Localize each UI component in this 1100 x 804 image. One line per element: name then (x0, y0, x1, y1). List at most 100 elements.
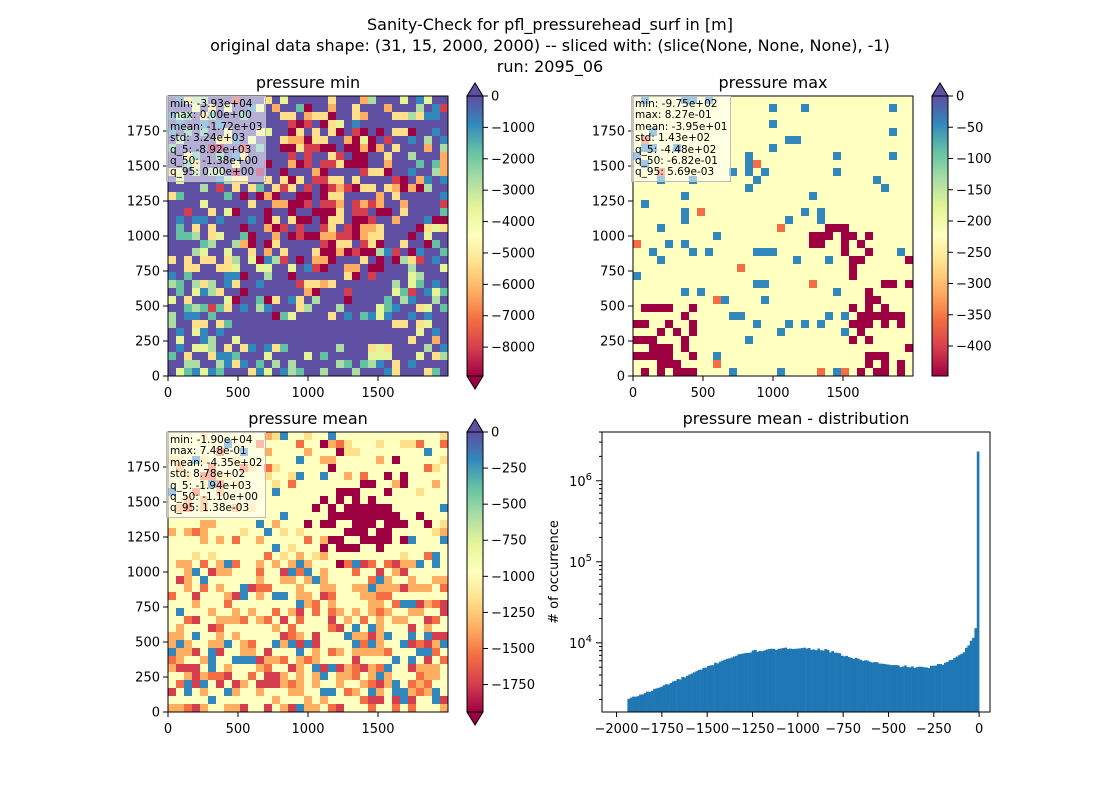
histogram-bar (960, 653, 964, 712)
histogram-bar (758, 650, 762, 712)
suptitle-line-1: Sanity-Check for pfl_pressurehead_surf i… (367, 15, 733, 35)
y-tick-label: 0 (617, 370, 625, 385)
histogram-bar (833, 652, 837, 712)
histogram-bar (868, 661, 872, 712)
stats-line: q_95: 5.69e-03 (635, 166, 715, 179)
histogram-bar (864, 660, 867, 712)
histogram-bar (824, 649, 828, 712)
stats-box: min: -9.75e+02 max: 8.27e-01 mean: -3.95e+… (631, 96, 732, 182)
histogram-bar (861, 660, 865, 712)
histogram-bar (967, 645, 971, 712)
x-tick-label: 500 (226, 722, 251, 737)
histogram-bar (918, 666, 921, 712)
histogram-bar (976, 451, 980, 712)
y-tick-label: 1750 (127, 461, 160, 476)
histogram-bar (714, 662, 717, 712)
histogram-bar (805, 648, 809, 712)
histogram-bar (704, 667, 708, 712)
colorbar-tick-label: −1250 (491, 606, 535, 621)
histogram-bar (897, 665, 900, 712)
histogram-bar (735, 655, 738, 712)
histogram-bar (786, 649, 790, 712)
histogram-bar (636, 696, 640, 712)
histogram-bar (871, 662, 874, 712)
histogram-bar (941, 664, 945, 712)
histogram-bar (934, 665, 938, 712)
plot-frame (601, 431, 991, 713)
histogram-bar (843, 656, 846, 712)
x-tick-label: −2000 (595, 722, 639, 737)
histogram-bar (857, 658, 860, 712)
histogram-bar (775, 650, 778, 712)
histogram-bar (693, 672, 696, 712)
histogram-bar (749, 652, 752, 712)
y-tick-label: 105 (569, 553, 592, 571)
histogram-bar (962, 652, 966, 712)
histogram-bar (892, 665, 896, 712)
colorbar-extend-max (931, 82, 949, 97)
x-tick-label: −1250 (730, 722, 774, 737)
y-tick-label: 1000 (592, 230, 625, 245)
histogram-bar (925, 667, 928, 712)
stats-line: mean: -4.35e+02 (170, 456, 263, 469)
histogram-bar (915, 667, 919, 712)
histogram-bar (732, 656, 736, 712)
stats-line: min: -9.75e+02 (635, 98, 718, 110)
x-tick-label: 1000 (756, 386, 789, 401)
histogram-bar (765, 649, 769, 712)
y-tick-label: 1750 (592, 125, 625, 140)
x-tick-label: −500 (871, 722, 907, 737)
colorbar-tick-label: −400 (956, 340, 992, 355)
histogram-bar (634, 696, 638, 712)
x-tick-label: 0 (975, 722, 983, 737)
x-tick-label: 500 (226, 386, 251, 401)
panel-title: pressure max (718, 73, 827, 92)
histogram-bar (800, 648, 804, 712)
y-tick-label: 106 (569, 472, 592, 490)
y-tick-label: 250 (600, 335, 625, 350)
colorbar-tick-label: −250 (491, 462, 527, 477)
colorbar-tick-label: −2000 (491, 152, 535, 167)
histogram-bar (904, 665, 907, 712)
histogram-bar (845, 655, 849, 712)
histogram-bar (836, 652, 839, 712)
histogram-bar (920, 666, 924, 712)
x-tick-label: −1750 (640, 722, 684, 737)
colorbar-tick-label: −1500 (491, 642, 535, 657)
colorbar-2: 0 −50 −100 −150 −200 −250 −300 −350 −400 (931, 82, 992, 377)
x-tick-label: 1000 (291, 722, 324, 737)
stats-line: q_50: -1.38e+00 (170, 155, 258, 168)
histogram-bar (822, 650, 825, 712)
histogram-bar (707, 666, 710, 712)
histogram-bar (929, 665, 933, 712)
histogram-bar (761, 651, 764, 712)
histogram-bar (723, 659, 727, 712)
stats-box: min: -3.93e+04 max: 0.00e+00 mean: -1.72e+… (166, 96, 267, 182)
colorbar-1: 0 −1000 −2000 −3000 −4000 −5000 −6000 −7000 −800… (466, 82, 535, 390)
histogram-bar (662, 685, 666, 712)
histogram-bar (887, 664, 891, 712)
colorbar-extend-max (466, 82, 484, 97)
colorbar-gradient (466, 95, 484, 377)
colorbar-tick-label: −300 (956, 277, 992, 292)
histogram-bar (643, 693, 647, 712)
histogram-bar (627, 698, 631, 712)
histogram-bar (880, 663, 884, 712)
colorbar-tick-label: −5000 (491, 246, 535, 261)
histogram-bar (697, 669, 701, 712)
stats-line: q_95: 0.00e+00 (170, 166, 255, 179)
histogram-bar (725, 658, 729, 712)
y-tick-label: 1250 (127, 195, 160, 210)
histogram-bar (709, 665, 713, 712)
histogram-bar (974, 628, 978, 712)
histogram-bar (641, 694, 645, 712)
histogram-bar (854, 657, 858, 712)
panel-title: pressure min (256, 73, 360, 92)
panel-title: pressure mean (248, 409, 368, 428)
x-tick-label: −1000 (776, 722, 820, 737)
y-tick-label: 500 (135, 636, 160, 651)
y-tick-label: 1500 (127, 496, 160, 511)
histogram-bars (627, 451, 980, 712)
